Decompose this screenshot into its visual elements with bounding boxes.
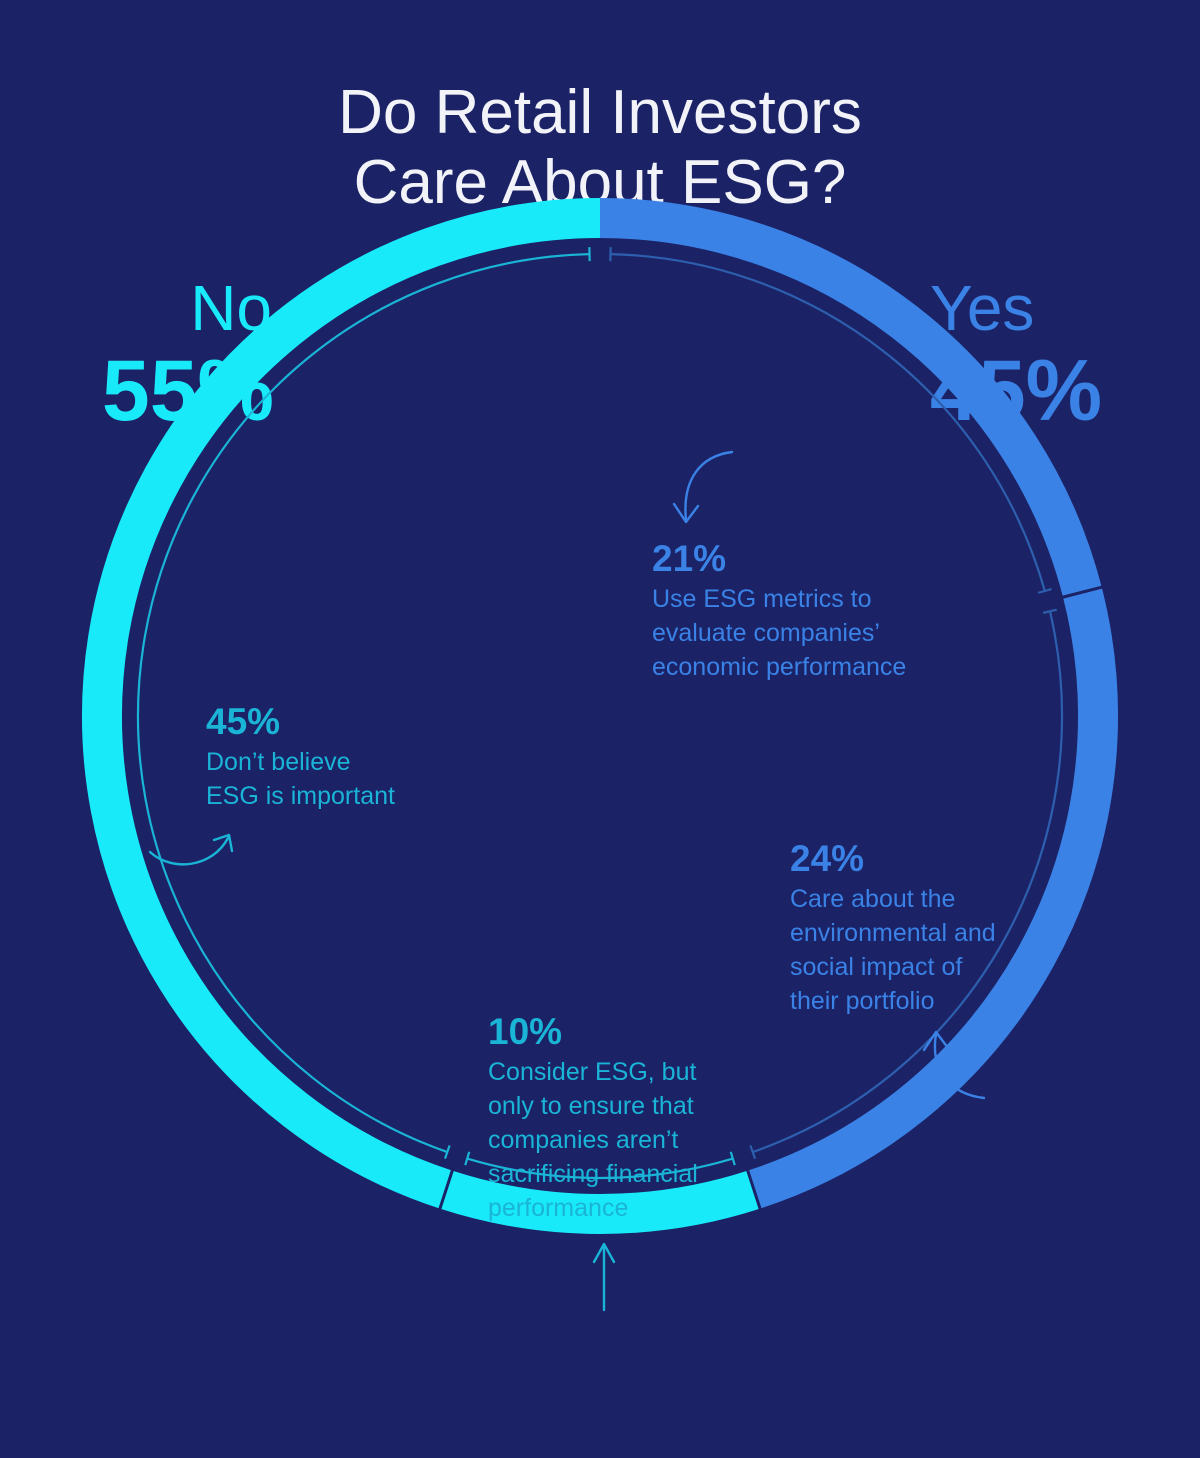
outer-segment-0 bbox=[599, 198, 1102, 598]
inner-arc-0 bbox=[610, 253, 1046, 592]
outer-segment-1 bbox=[747, 587, 1118, 1209]
chart-title: Do Retail Investors Care About ESG? bbox=[0, 78, 1200, 218]
arrow-21-head bbox=[672, 502, 700, 524]
outer-ring bbox=[82, 198, 1118, 1234]
inner-tick-2-1 bbox=[464, 1151, 471, 1166]
inner-ring bbox=[136, 247, 1064, 1180]
segment-separator-1 bbox=[745, 1168, 763, 1212]
segment-separator-0 bbox=[1060, 585, 1105, 600]
note-45-text: Don’t believe ESG is important bbox=[206, 748, 395, 810]
arrow-45 bbox=[148, 836, 230, 866]
arrow-45-head bbox=[212, 833, 234, 853]
arrow-10-head bbox=[592, 1242, 616, 1264]
inner-tick-0-1 bbox=[1037, 588, 1052, 594]
title-line-1: Do Retail Investors bbox=[338, 78, 862, 147]
arrow-21 bbox=[684, 450, 734, 522]
note-24-text: Care about the environmental and social … bbox=[790, 885, 996, 1015]
segment-separator-2 bbox=[437, 1168, 455, 1212]
yes-label: Yes bbox=[930, 272, 1035, 344]
inner-arc-1 bbox=[752, 611, 1064, 1154]
arrows bbox=[148, 450, 986, 1312]
note-45: 45% Don’t believe ESG is important bbox=[206, 699, 395, 813]
note-24: 24% Care about the environmental and soc… bbox=[790, 836, 996, 1018]
note-10: 10% Consider ESG, but only to ensure tha… bbox=[488, 1009, 698, 1225]
outer-segment-3 bbox=[82, 198, 601, 1209]
inner-tick-3-0 bbox=[443, 1145, 451, 1160]
arrow-24-head bbox=[922, 1030, 950, 1052]
inner-tick-1-0 bbox=[1042, 608, 1058, 614]
inner-tick-2-0 bbox=[729, 1151, 736, 1166]
note-21-text: Use ESG metrics to evaluate companies’ e… bbox=[652, 585, 907, 681]
arrow-24 bbox=[933, 1032, 986, 1100]
note-21-percent: 21% bbox=[652, 538, 727, 579]
outer-segment-2 bbox=[439, 1170, 761, 1234]
note-45-percent: 45% bbox=[206, 701, 281, 742]
note-21: 21% Use ESG metrics to evaluate companie… bbox=[652, 536, 906, 684]
inner-arc-2 bbox=[466, 1157, 734, 1180]
inner-arc-3 bbox=[136, 253, 590, 1154]
note-10-percent: 10% bbox=[488, 1011, 563, 1052]
note-24-percent: 24% bbox=[790, 838, 865, 879]
note-10-text: Consider ESG, but only to ensure that co… bbox=[488, 1058, 698, 1222]
inner-tick-1-1 bbox=[749, 1145, 757, 1160]
